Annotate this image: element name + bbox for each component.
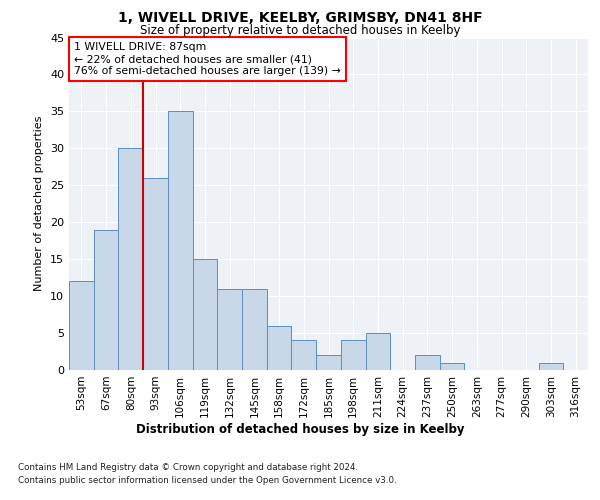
- Bar: [94, 230, 118, 370]
- Bar: [341, 340, 365, 370]
- Bar: [292, 340, 316, 370]
- Text: Contains public sector information licensed under the Open Government Licence v3: Contains public sector information licen…: [18, 476, 397, 485]
- Bar: [69, 282, 94, 370]
- Bar: [193, 259, 217, 370]
- Text: Distribution of detached houses by size in Keelby: Distribution of detached houses by size …: [136, 422, 464, 436]
- Text: 1, WIVELL DRIVE, KEELBY, GRIMSBY, DN41 8HF: 1, WIVELL DRIVE, KEELBY, GRIMSBY, DN41 8…: [118, 11, 482, 25]
- Bar: [440, 362, 464, 370]
- Bar: [539, 362, 563, 370]
- Bar: [168, 112, 193, 370]
- Bar: [267, 326, 292, 370]
- Bar: [365, 333, 390, 370]
- Text: Contains HM Land Registry data © Crown copyright and database right 2024.: Contains HM Land Registry data © Crown c…: [18, 462, 358, 471]
- Bar: [316, 355, 341, 370]
- Text: Size of property relative to detached houses in Keelby: Size of property relative to detached ho…: [140, 24, 460, 37]
- Y-axis label: Number of detached properties: Number of detached properties: [34, 116, 44, 292]
- Text: 1 WIVELL DRIVE: 87sqm
← 22% of detached houses are smaller (41)
76% of semi-deta: 1 WIVELL DRIVE: 87sqm ← 22% of detached …: [74, 42, 341, 76]
- Bar: [242, 288, 267, 370]
- Bar: [143, 178, 168, 370]
- Bar: [118, 148, 143, 370]
- Bar: [217, 288, 242, 370]
- Bar: [415, 355, 440, 370]
